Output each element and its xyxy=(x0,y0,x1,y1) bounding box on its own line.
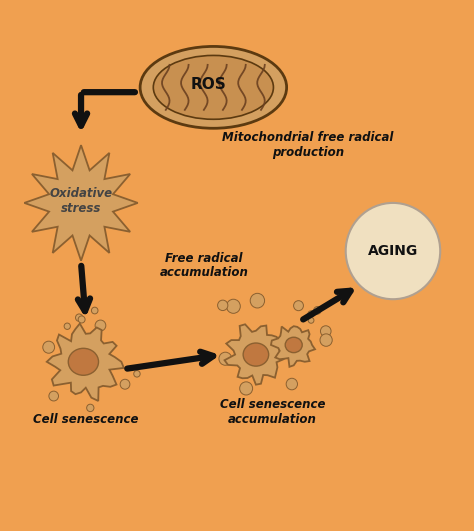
Circle shape xyxy=(75,314,83,321)
Circle shape xyxy=(78,316,85,323)
Polygon shape xyxy=(47,323,124,401)
Ellipse shape xyxy=(243,343,269,366)
Ellipse shape xyxy=(153,55,273,119)
Text: ROS: ROS xyxy=(191,78,227,92)
Ellipse shape xyxy=(68,348,99,375)
Circle shape xyxy=(95,320,106,331)
Circle shape xyxy=(227,299,240,313)
Text: Free radical
accumulation: Free radical accumulation xyxy=(159,252,248,279)
Polygon shape xyxy=(24,145,138,261)
Circle shape xyxy=(218,300,228,311)
Text: Cell senescence
accumulation: Cell senescence accumulation xyxy=(219,398,325,426)
Circle shape xyxy=(219,352,232,365)
Circle shape xyxy=(91,307,98,314)
Circle shape xyxy=(49,391,58,401)
Circle shape xyxy=(286,378,298,390)
Polygon shape xyxy=(271,326,315,367)
Circle shape xyxy=(43,341,55,353)
Circle shape xyxy=(87,404,94,412)
Circle shape xyxy=(134,371,140,377)
Circle shape xyxy=(346,203,440,299)
Circle shape xyxy=(320,326,331,337)
Text: Mitochondrial free radical
production: Mitochondrial free radical production xyxy=(222,131,393,159)
Circle shape xyxy=(293,301,303,311)
Circle shape xyxy=(314,306,321,314)
Ellipse shape xyxy=(140,46,287,129)
Polygon shape xyxy=(225,324,289,384)
Ellipse shape xyxy=(285,337,302,353)
Circle shape xyxy=(120,379,130,389)
Circle shape xyxy=(308,318,314,323)
Text: Cell senescence: Cell senescence xyxy=(33,413,138,426)
Circle shape xyxy=(250,293,264,308)
Circle shape xyxy=(240,382,253,395)
Circle shape xyxy=(64,323,70,329)
Circle shape xyxy=(308,311,314,318)
Text: Oxidative
stress: Oxidative stress xyxy=(49,186,113,215)
Circle shape xyxy=(320,334,332,346)
Text: AGING: AGING xyxy=(368,244,418,258)
